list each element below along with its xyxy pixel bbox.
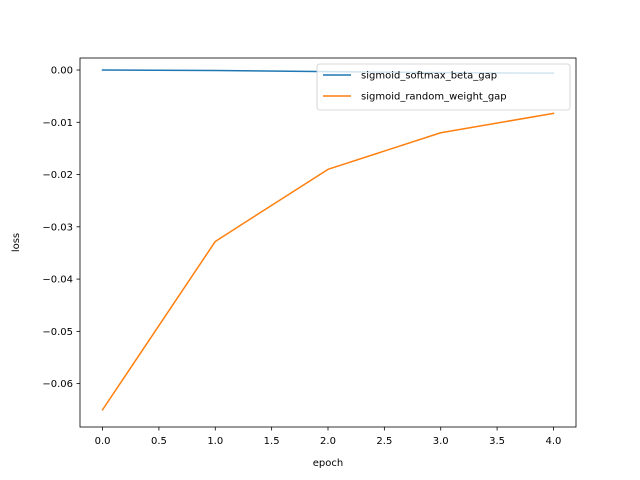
y-tick-label: −0.03: [42, 222, 73, 233]
legend-box: [316, 63, 571, 111]
x-tick-label: 2.5: [376, 436, 392, 447]
series-layer: [101, 69, 555, 411]
y-axis-label: loss: [11, 233, 22, 252]
x-tick-label: 0.5: [151, 436, 167, 447]
x-axis-ticks: 0.0 0.5 1.0 1.5 2.0 2.5 3.0 3.5 4.0: [95, 427, 562, 447]
y-tick-label: −0.01: [42, 118, 73, 129]
legend: sigmoid_softmax_beta_gap sigmoid_random_w…: [316, 63, 571, 111]
x-tick-label: 4.0: [546, 436, 562, 447]
plot-frame: [79, 57, 577, 428]
series-line-sigmoid_random_weight_gap: [101, 112, 555, 411]
x-tick-label: 1.5: [264, 436, 280, 447]
legend-label: sigmoid_softmax_beta_gap: [361, 71, 497, 82]
legend-label: sigmoid_random_weight_gap: [361, 92, 507, 103]
x-tick-label: 3.0: [433, 436, 449, 447]
y-tick-label: 0.00: [51, 66, 73, 77]
y-tick-label: −0.04: [42, 275, 73, 286]
x-tick-label: 1.0: [207, 436, 223, 447]
y-axis-ticks: 0.00 −0.01 −0.02 −0.03 −0.04 −0.05 −0.06: [42, 66, 80, 390]
x-tick-label: 0.0: [95, 436, 111, 447]
x-axis-label: epoch: [313, 458, 343, 469]
y-tick-label: −0.05: [42, 327, 73, 338]
y-tick-label: −0.06: [42, 379, 73, 390]
x-tick-label: 2.0: [320, 436, 336, 447]
y-tick-label: −0.02: [42, 170, 73, 181]
x-tick-label: 3.5: [489, 436, 505, 447]
